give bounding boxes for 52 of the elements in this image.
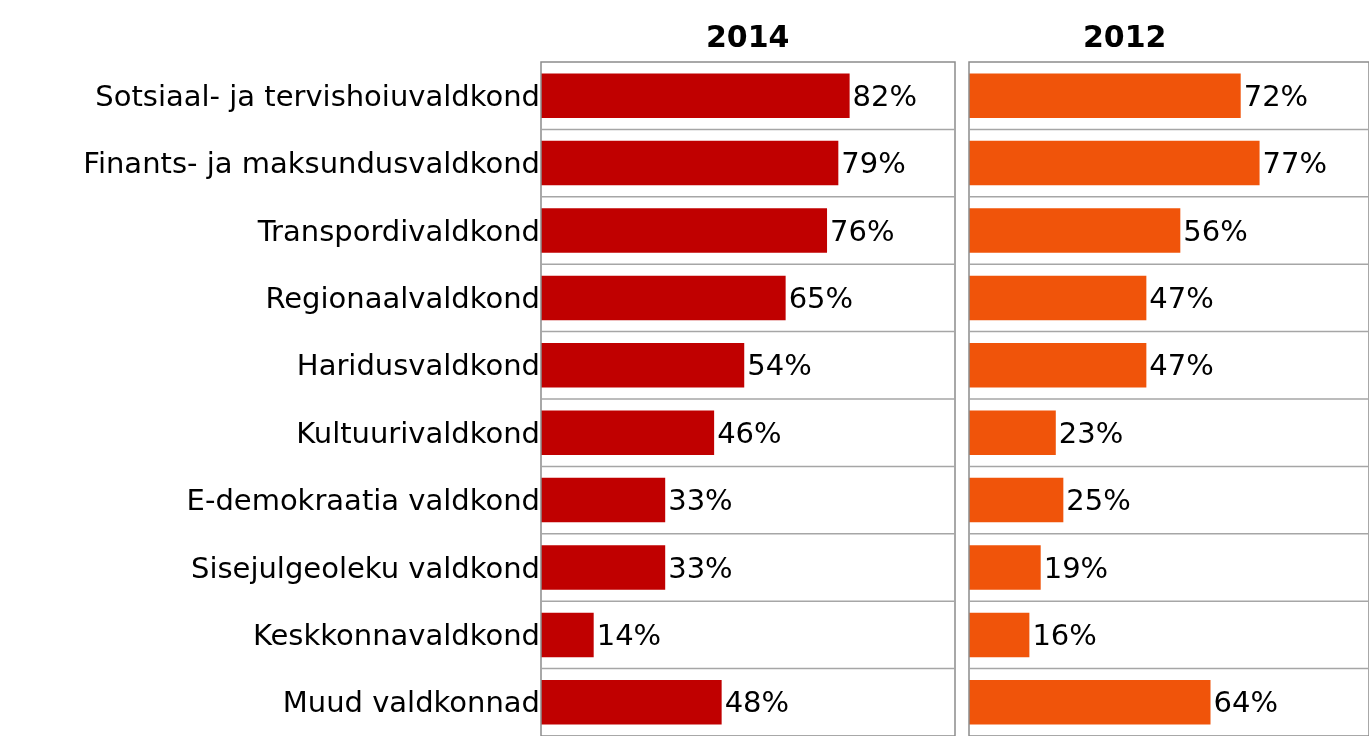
- bar: [969, 612, 1030, 658]
- y-tick-label: Haridusvaldkond: [296, 348, 540, 383]
- bar: [541, 410, 715, 455]
- bar: [541, 612, 594, 658]
- data-label: 65%: [788, 280, 854, 315]
- bar: [969, 343, 1147, 388]
- y-tick-label: Finants- ja maksundusvaldkond: [83, 146, 540, 181]
- bar: [541, 545, 666, 590]
- data-label: 23%: [1058, 415, 1124, 450]
- bar: [541, 275, 786, 321]
- y-tick-label: E-demokraatia valdkond: [186, 483, 540, 518]
- y-tick-label: Sisejulgeoleku valdkond: [191, 550, 540, 585]
- data-label: 46%: [717, 415, 782, 450]
- data-label: 54%: [747, 348, 812, 383]
- data-label: 64%: [1213, 685, 1278, 720]
- data-label: 25%: [1066, 483, 1131, 518]
- data-label: 16%: [1032, 617, 1097, 652]
- y-tick-label: Kultuurivaldkond: [296, 415, 540, 450]
- data-label: 14%: [596, 617, 662, 652]
- data-label: 47%: [1149, 348, 1214, 383]
- y-tick-label: Keskkonnavaldkond: [252, 618, 540, 653]
- y-tick-label: Regionaalvaldkond: [265, 281, 540, 316]
- bar: [969, 477, 1064, 523]
- bar: [969, 410, 1056, 455]
- data-label: 48%: [724, 685, 790, 720]
- data-label: 19%: [1043, 550, 1109, 585]
- bar: [969, 208, 1181, 253]
- bar: [541, 680, 722, 725]
- chart-title: 2012: [1083, 19, 1167, 54]
- bar: [969, 680, 1211, 725]
- bar: [969, 545, 1041, 590]
- y-tick-label: Transpordivaldkond: [256, 213, 540, 248]
- y-tick-label: Muud valdkonnad: [282, 685, 540, 720]
- bar: [541, 477, 666, 523]
- bar: [969, 275, 1147, 321]
- data-label: 72%: [1243, 78, 1309, 113]
- bar: [969, 73, 1241, 118]
- chart-title: 2014: [706, 19, 790, 54]
- data-label: 79%: [841, 146, 906, 181]
- y-tick-label: Sotsiaal- ja tervishoiuvaldkond: [95, 78, 540, 113]
- bar: [541, 73, 850, 118]
- bar: [541, 343, 745, 388]
- bar: [541, 140, 839, 186]
- data-label: 56%: [1183, 213, 1248, 248]
- bar: [541, 208, 828, 253]
- data-label: 33%: [668, 550, 733, 585]
- data-label: 47%: [1149, 280, 1214, 315]
- data-label: 33%: [668, 483, 733, 518]
- data-label: 77%: [1262, 146, 1328, 181]
- bar: [969, 140, 1260, 186]
- data-label: 76%: [830, 213, 895, 248]
- data-label: 82%: [852, 78, 918, 113]
